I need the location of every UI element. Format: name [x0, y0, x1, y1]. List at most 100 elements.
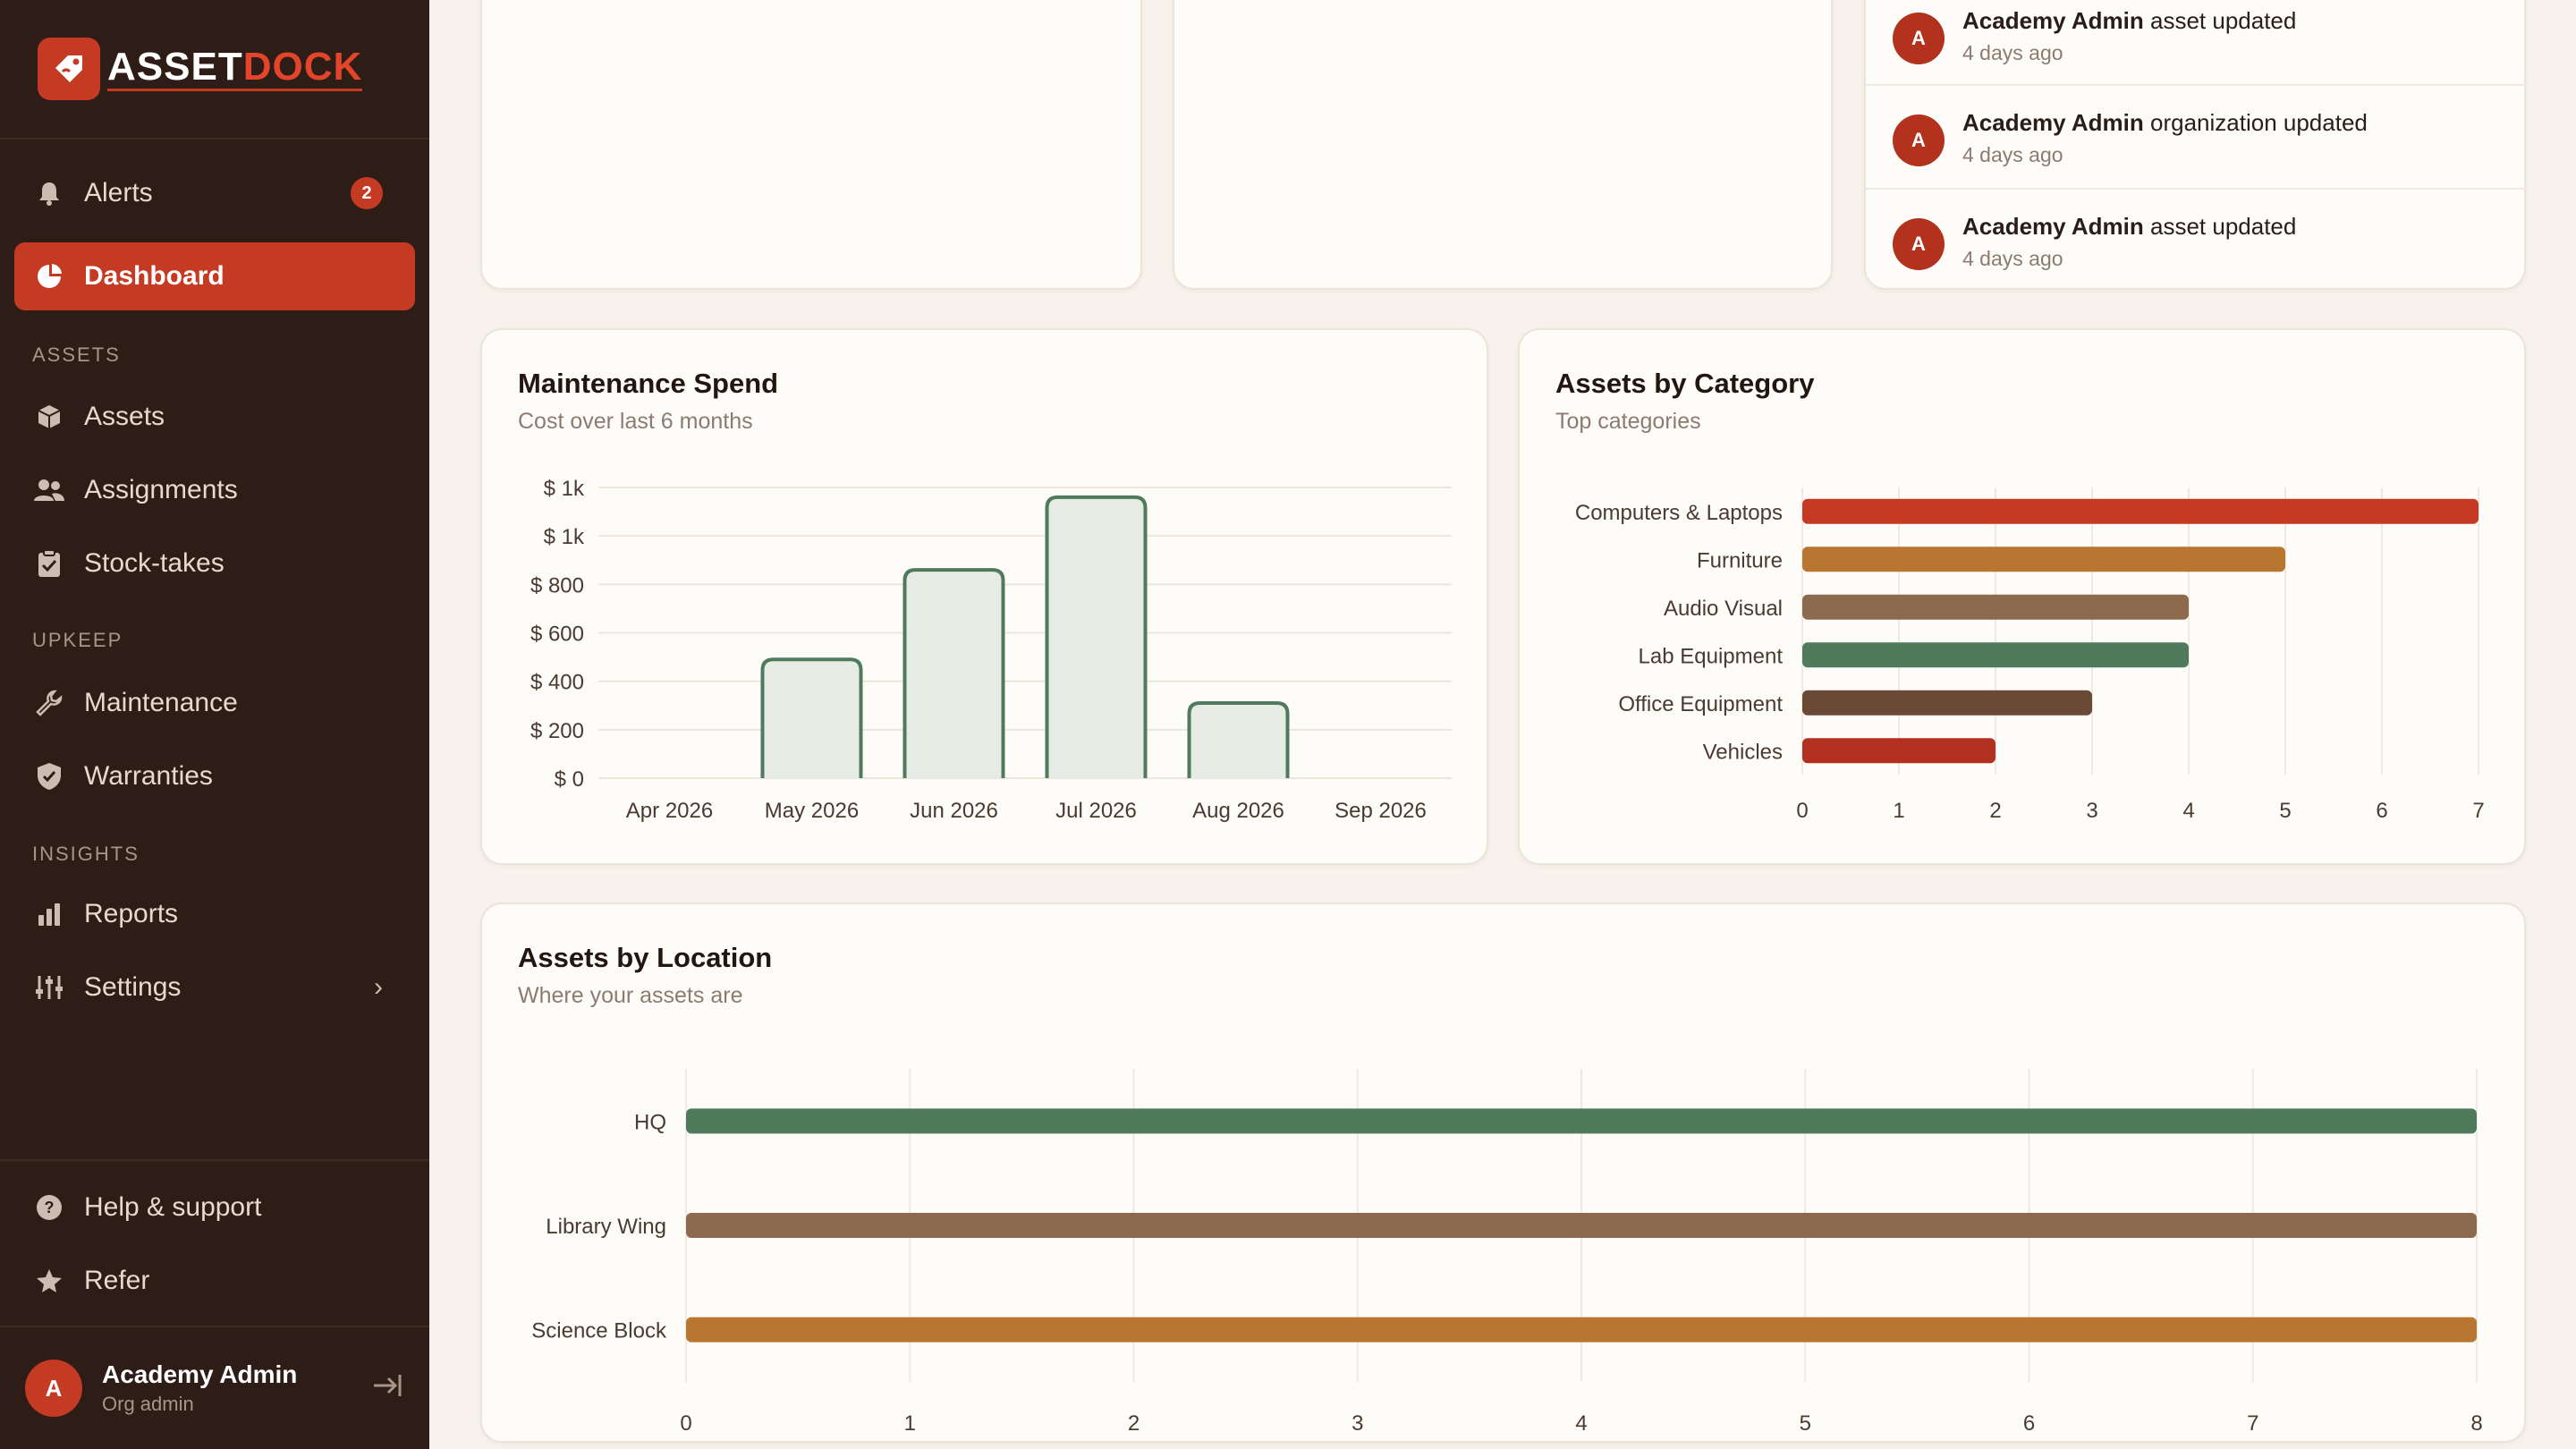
clipboard-check-icon	[34, 548, 64, 579]
bar	[760, 657, 863, 778]
activity-actor: Academy Admin	[1962, 213, 2144, 240]
y-tick-label: $ 1k	[544, 525, 585, 549]
card-title: Assets by Category	[1555, 368, 1815, 399]
sidebar-item-label: Maintenance	[84, 688, 238, 717]
y-tick-label: Science Block	[531, 1319, 667, 1343]
brand-logo[interactable]: ASSETDOCK	[0, 0, 429, 140]
y-tick-label: Library Wing	[546, 1215, 666, 1239]
sidebar-item-label: Assets	[84, 402, 165, 431]
card-subtitle: Top categories	[1555, 409, 1701, 434]
activity-item[interactable]: A Academy Admin organization updated 4 d…	[1893, 102, 2519, 191]
summary-card	[1173, 0, 1833, 290]
y-tick-label: $ 800	[530, 573, 584, 597]
assets-by-category-chart: 0 1 2 3 4 5 6 7 Computers & Laptops Furniture Audi…	[1575, 487, 2485, 823]
sidebar-item-warranties[interactable]: Warranties	[14, 742, 415, 810]
brand-name: ASSETDOCK	[107, 47, 363, 91]
bar	[1802, 547, 2285, 572]
x-tick-label: 6	[2023, 1411, 2035, 1436]
y-tick-label: $ 1k	[544, 477, 585, 501]
avatar: A	[1893, 13, 1945, 64]
x-tick-label: 4	[2182, 799, 2194, 823]
x-tick-label: 2	[1989, 799, 2001, 823]
bar	[1802, 594, 2189, 620]
recent-activity-card: A Academy Admin asset updated 4 days ago…	[1864, 0, 2528, 290]
tag-icon	[38, 38, 100, 100]
assets-by-location-card: Assets by Location Where your assets are…	[480, 902, 2526, 1443]
sidebar-item-assignments[interactable]: Assignments	[14, 456, 415, 524]
sidebar-item-reports[interactable]: Reports	[14, 880, 415, 948]
activity-time: 4 days ago	[1962, 247, 2063, 270]
card-subtitle: Cost over last 6 months	[518, 409, 753, 434]
box-icon	[34, 402, 64, 432]
x-tick-label: 0	[680, 1411, 691, 1436]
x-tick-label: 7	[2472, 799, 2484, 823]
activity-item[interactable]: A Academy Admin asset updated 4 days ago	[1893, 206, 2519, 295]
pie-chart-icon	[34, 261, 64, 292]
shield-check-icon	[34, 761, 64, 792]
bar	[1045, 495, 1148, 778]
sidebar-item-label: Stock-takes	[84, 548, 225, 578]
y-tick-label: HQ	[634, 1110, 666, 1134]
card-title: Maintenance Spend	[518, 368, 779, 399]
sidebar-item-help[interactable]: ? Help & support	[14, 1174, 415, 1241]
activity-action: organization updated	[2150, 109, 2368, 136]
x-tick-label: Apr 2026	[626, 799, 713, 823]
bar	[902, 568, 1005, 778]
card-title: Assets by Location	[518, 942, 773, 973]
y-tick-label: $ 0	[555, 767, 584, 792]
chevron-right-icon: ›	[374, 972, 383, 1002]
x-tick-label: 8	[2470, 1411, 2482, 1436]
sidebar-item-settings[interactable]: Settings ›	[14, 953, 415, 1021]
assets-by-location-chart: 0 1 2 3 4 5 6 7 8 HQ Library Wing Science Block	[531, 1069, 2483, 1436]
sidebar-item-label: Help & support	[84, 1192, 262, 1222]
sidebar-item-assets[interactable]: Assets	[14, 383, 415, 451]
x-tick-label: 4	[1575, 1411, 1587, 1436]
activity-actor: Academy Admin	[1962, 7, 2144, 34]
activity-item[interactable]: A Academy Admin asset updated 4 days ago	[1893, 0, 2519, 89]
alerts-count-badge: 2	[351, 177, 383, 209]
star-icon	[34, 1266, 64, 1296]
x-tick-label: 5	[2279, 799, 2291, 823]
y-tick-label: $ 600	[530, 623, 584, 647]
avatar: A	[25, 1360, 82, 1417]
y-tick-label: Office Equipment	[1618, 692, 1783, 716]
x-tick-label: 0	[1796, 799, 1808, 823]
bar	[1187, 701, 1290, 778]
x-tick-label: 6	[2376, 799, 2387, 823]
sidebar-item-label: Reports	[84, 899, 179, 928]
x-tick-label: May 2026	[765, 799, 859, 823]
x-tick-label: Jul 2026	[1055, 799, 1137, 823]
sidebar-item-stocktakes[interactable]: Stock-takes	[14, 530, 415, 597]
avatar: A	[1893, 218, 1945, 270]
x-tick-label: 3	[1352, 1411, 1363, 1436]
user-profile[interactable]: A Academy Admin Org admin	[0, 1327, 429, 1449]
x-tick-label: 5	[1800, 1411, 1811, 1436]
sidebar-item-label: Assignments	[84, 475, 238, 504]
sidebar-item-label: Alerts	[84, 178, 153, 208]
help-circle-icon: ?	[34, 1192, 64, 1223]
bar	[686, 1108, 2477, 1134]
section-label-insights: INSIGHTS	[32, 843, 140, 865]
maintenance-spend-chart: $ 0 $ 200 $ 400 $ 600 $ 800 $ 1k $ 1k Apr 2026 M…	[530, 477, 1452, 823]
y-tick-label: $ 400	[530, 671, 584, 695]
sidebar-item-label: Refer	[84, 1266, 150, 1295]
bar	[1802, 690, 2092, 716]
sidebar-divider	[0, 1159, 429, 1161]
x-tick-label: Jun 2026	[910, 799, 998, 823]
x-tick-label: 2	[1128, 1411, 1140, 1436]
bar	[1802, 738, 1996, 764]
x-tick-label: Aug 2026	[1192, 799, 1284, 823]
assets-by-category-card: Assets by Category Top categories 0 1 2 3 4 5…	[1518, 328, 2526, 865]
divider	[1866, 84, 2528, 86]
x-tick-label: Sep 2026	[1335, 799, 1427, 823]
sidebar-item-dashboard[interactable]: Dashboard	[14, 242, 415, 310]
wrench-icon	[34, 688, 64, 718]
sidebar-item-alerts[interactable]: Alerts 2	[14, 159, 415, 227]
sidebar-item-refer[interactable]: Refer	[14, 1247, 415, 1315]
activity-action: asset updated	[2150, 213, 2297, 240]
activity-time: 4 days ago	[1962, 41, 2063, 64]
bar	[686, 1317, 2477, 1343]
x-tick-label: 3	[2086, 799, 2097, 823]
logout-icon[interactable]	[372, 1372, 402, 1403]
sidebar-item-maintenance[interactable]: Maintenance	[14, 669, 415, 737]
